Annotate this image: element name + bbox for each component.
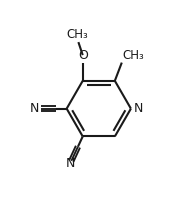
Text: N: N [30, 102, 39, 115]
Text: N: N [65, 157, 75, 170]
Text: CH₃: CH₃ [67, 28, 88, 41]
Text: O: O [78, 49, 88, 62]
Text: CH₃: CH₃ [123, 49, 144, 62]
Text: N: N [134, 102, 143, 115]
